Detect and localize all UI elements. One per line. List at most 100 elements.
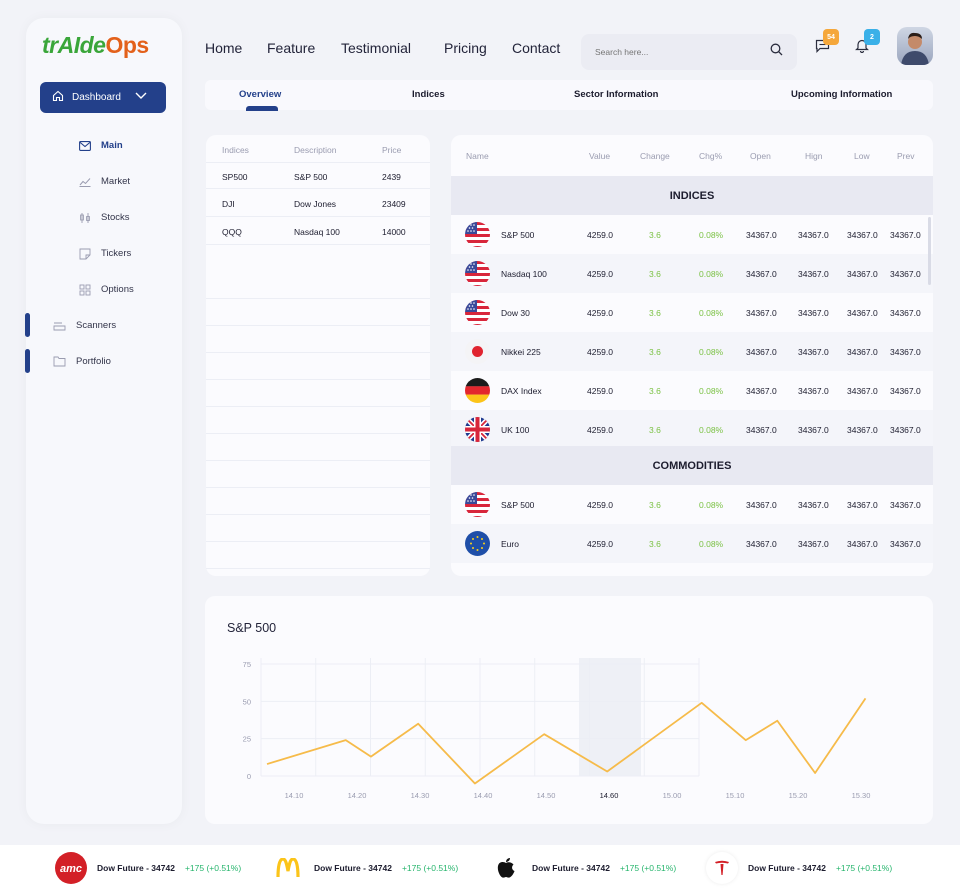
avatar[interactable]	[897, 27, 933, 65]
search-input[interactable]	[595, 47, 770, 57]
row-high: 34367.0	[798, 500, 829, 510]
y-tick-label: 50	[243, 697, 251, 706]
trend-icon	[78, 175, 91, 188]
row-change: 3.6	[649, 269, 661, 279]
nav-pricing[interactable]: Pricing	[444, 40, 487, 56]
flag-de-icon	[465, 378, 490, 403]
sidebar-item-portfolio[interactable]: Portfolio	[53, 355, 111, 368]
row-high: 34367.0	[798, 386, 829, 396]
tab-sector-information[interactable]: Sector Information	[574, 89, 659, 100]
empty-row	[206, 272, 430, 299]
table-row[interactable]: Nasdaq 100 4259.0 3.6 0.08% 34367.0 34367.0 34…	[451, 254, 933, 293]
row-prev: 34367.0	[890, 386, 921, 396]
sidebar-item-stocks[interactable]: Stocks	[78, 211, 130, 224]
tab-indices[interactable]: Indices	[412, 89, 445, 100]
table-row[interactable]: QQQ Nasdaq 100 14000	[206, 218, 430, 245]
nav-home[interactable]: Home	[205, 40, 243, 56]
row-change: 3.6	[649, 230, 661, 240]
col-header-price: Price	[382, 145, 402, 155]
dashboard-button[interactable]: Dashboard	[40, 82, 166, 113]
section-header-indices: INDICES	[451, 176, 933, 215]
sidebar-item-market[interactable]: Market	[78, 175, 130, 188]
tab-overview[interactable]: Overview	[239, 89, 282, 100]
logo[interactable]: trAIdeOps	[42, 32, 149, 58]
ticker-bar: amc Dow Future - 34742 +175 (+0.51%) Dow…	[0, 845, 960, 890]
row-value: 4259.0	[587, 386, 613, 396]
row-pct: 0.08%	[699, 539, 724, 549]
apple-logo-icon	[490, 852, 522, 884]
x-tick-label: 15.10	[726, 791, 745, 800]
row-low: 34367.0	[847, 386, 878, 396]
row-change: 3.6	[649, 308, 661, 318]
x-tick-label: 14.60	[600, 791, 619, 800]
row-name: S&P 500	[501, 500, 535, 510]
table-row[interactable]: DJI Dow Jones 23409	[206, 190, 430, 217]
table-scrollbar[interactable]	[928, 217, 931, 285]
svg-text:amc: amc	[60, 863, 82, 874]
sidebar-item-main[interactable]: Main	[78, 139, 123, 152]
row-low: 34367.0	[847, 347, 878, 357]
y-tick-label: 25	[243, 735, 251, 744]
grid-icon	[78, 283, 91, 296]
table-row[interactable]: S&P 500 4259.0 3.6 0.08% 34367.0 34367.0 34367…	[451, 215, 933, 254]
row-open: 34367.0	[746, 500, 777, 510]
sidebar-item-options[interactable]: Options	[78, 283, 134, 296]
sp500-chart-card: S&P 500 0 25 50 75 14.10 14.20 14.30 14.40 14.50…	[205, 596, 933, 824]
row-open: 34367.0	[746, 386, 777, 396]
dashboard-label: Dashboard	[72, 92, 121, 103]
row-open: 34367.0	[746, 539, 777, 549]
empty-row	[206, 380, 430, 407]
search-bar	[581, 34, 797, 70]
table-row[interactable]: UK 100 4259.0 3.6 0.08% 34367.0 34367.0 34367.…	[451, 410, 933, 449]
table-row[interactable]: SP500 S&P 500 2439	[206, 162, 430, 189]
empty-row	[206, 515, 430, 542]
table-row[interactable]: DAX Index 4259.0 3.6 0.08% 34367.0 34367.0 343…	[451, 371, 933, 410]
portfolio-active-indicator	[25, 349, 30, 373]
row-name: Nasdaq 100	[501, 269, 547, 279]
folder-icon	[53, 355, 66, 368]
sidebar: trAIdeOps Dashboard Main Market Stocks T…	[25, 18, 182, 824]
table-row[interactable]: Dow 30 4259.0 3.6 0.08% 34367.0 34367.0 34367.…	[451, 293, 933, 332]
row-open: 34367.0	[746, 308, 777, 318]
row-prev: 34367.0	[890, 500, 921, 510]
table-row[interactable]: Euro 4259.0 3.6 0.08% 34367.0 34367.0 34367.0 3…	[451, 524, 933, 563]
amc-logo-icon: amc	[55, 852, 87, 884]
row-change: 3.6	[649, 500, 661, 510]
table-row[interactable]: S&P 500 4259.0 3.6 0.08% 34367.0 34367.0 34367…	[451, 485, 933, 524]
ticker-item-amc[interactable]: amc Dow Future - 34742 +175 (+0.51%)	[55, 851, 241, 885]
nav-testimonial[interactable]: Testimonial	[341, 40, 412, 56]
row-value: 4259.0	[587, 539, 613, 549]
ticker-item-mcdonalds[interactable]: Dow Future - 34742 +175 (+0.51%)	[272, 851, 458, 885]
x-tick-label: 14.40	[474, 791, 493, 800]
nav-feature[interactable]: Feature	[267, 40, 316, 56]
x-tick-label: 15.20	[789, 791, 808, 800]
table-row[interactable]: Nikkei 225 4259.0 3.6 0.08% 34367.0 34367.0 34…	[451, 332, 933, 371]
row-pct: 0.08%	[699, 347, 724, 357]
tab-upcoming-information[interactable]: Upcoming Information	[791, 89, 893, 100]
row-name: Nikkei 225	[501, 347, 541, 357]
flag-uk-icon	[465, 417, 490, 442]
row-pct: 0.08%	[699, 386, 724, 396]
active-tab-indicator	[246, 106, 278, 111]
series-line	[266, 697, 867, 785]
sidebar-item-scanners[interactable]: Scanners	[53, 319, 116, 332]
y-tick-label: 75	[243, 660, 251, 669]
row-pct: 0.08%	[699, 425, 724, 435]
row-prev: 34367.0	[890, 230, 921, 240]
x-tick-label: 15.00	[663, 791, 682, 800]
row-open: 34367.0	[746, 230, 777, 240]
ticker-item-apple[interactable]: Dow Future - 34742 +175 (+0.51%)	[490, 851, 676, 885]
empty-row	[206, 353, 430, 380]
empty-row	[206, 434, 430, 461]
tesla-logo-icon	[706, 852, 738, 884]
nav-contact[interactable]: Contact	[512, 40, 561, 56]
empty-row	[206, 326, 430, 353]
row-high: 34367.0	[798, 539, 829, 549]
sidebar-item-tickers[interactable]: Tickers	[78, 247, 131, 260]
row-high: 34367.0	[798, 347, 829, 357]
chart-title: S&P 500	[227, 621, 277, 635]
ticker-item-tesla[interactable]: Dow Future - 34742 +175 (+0.51%)	[706, 851, 892, 885]
row-name: DAX Index	[501, 386, 542, 396]
search-icon[interactable]	[770, 43, 783, 61]
row-name: UK 100	[501, 425, 530, 435]
